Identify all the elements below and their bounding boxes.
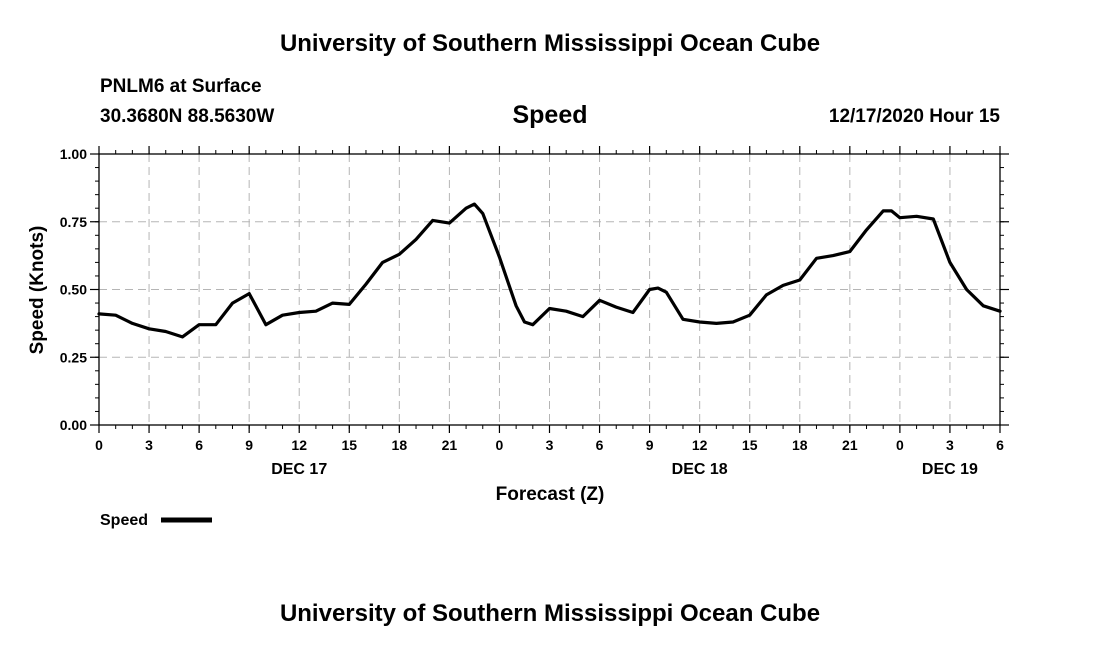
- x-tick-label: 18: [392, 437, 408, 453]
- y-tick-label: 0.75: [60, 214, 87, 230]
- x-tick-label: 9: [245, 437, 253, 453]
- x-tick-label: 15: [742, 437, 758, 453]
- x-tick-label: 0: [496, 437, 504, 453]
- x-tick-label: 6: [596, 437, 604, 453]
- chart-title: Speed: [512, 101, 588, 129]
- forecast-timestamp: 12/17/2020 Hour 15: [828, 106, 1000, 127]
- y-tick-label: 0.50: [60, 282, 87, 298]
- station-name: PNLM6 at Surface: [100, 76, 262, 97]
- x-tick-label: 3: [546, 437, 554, 453]
- y-axis-label: Speed (Knots): [27, 226, 48, 355]
- x-axis-label: Forecast (Z): [496, 484, 605, 505]
- x-tick-label: 3: [145, 437, 153, 453]
- x-tick-label: 15: [341, 437, 357, 453]
- x-tick-label: 21: [442, 437, 458, 453]
- speed-series-line: [97, 202, 1002, 339]
- legend-label: Speed: [100, 512, 148, 529]
- x-tick-label: 3: [946, 437, 954, 453]
- x-tick-label: 9: [646, 437, 654, 453]
- date-label: DEC 17: [271, 461, 327, 478]
- chart-grid: [99, 154, 1000, 425]
- x-tick-label: 21: [842, 437, 858, 453]
- date-label: DEC 18: [672, 461, 728, 478]
- x-tick-label: 18: [792, 437, 808, 453]
- chart-legend: Speed: [100, 512, 212, 529]
- x-tick-label: 6: [195, 437, 203, 453]
- page-title: University of Southern Mississippi Ocean…: [279, 30, 821, 57]
- x-tick-label: 0: [896, 437, 904, 453]
- x-tick-label: 12: [291, 437, 307, 453]
- chart-ticks: 0 3 6 9 12 15 18 21 0 3 6 9 12 15 18 21 0 3 6 0.00 0.25 0.50 0…: [60, 146, 1009, 478]
- x-tick-label: 6: [996, 437, 1004, 453]
- station-coordinates: 30.3680N 88.5630W: [100, 106, 275, 127]
- y-tick-label: 0.25: [60, 349, 87, 365]
- footer-title: University of Southern Mississippi Ocean…: [279, 600, 821, 627]
- chart-series: [97, 202, 1002, 339]
- date-label: DEC 19: [922, 461, 978, 478]
- y-tick-label: 1.00: [60, 146, 87, 162]
- x-tick-label: 0: [95, 437, 103, 453]
- y-tick-label: 0.00: [60, 417, 87, 433]
- x-tick-label: 12: [692, 437, 708, 453]
